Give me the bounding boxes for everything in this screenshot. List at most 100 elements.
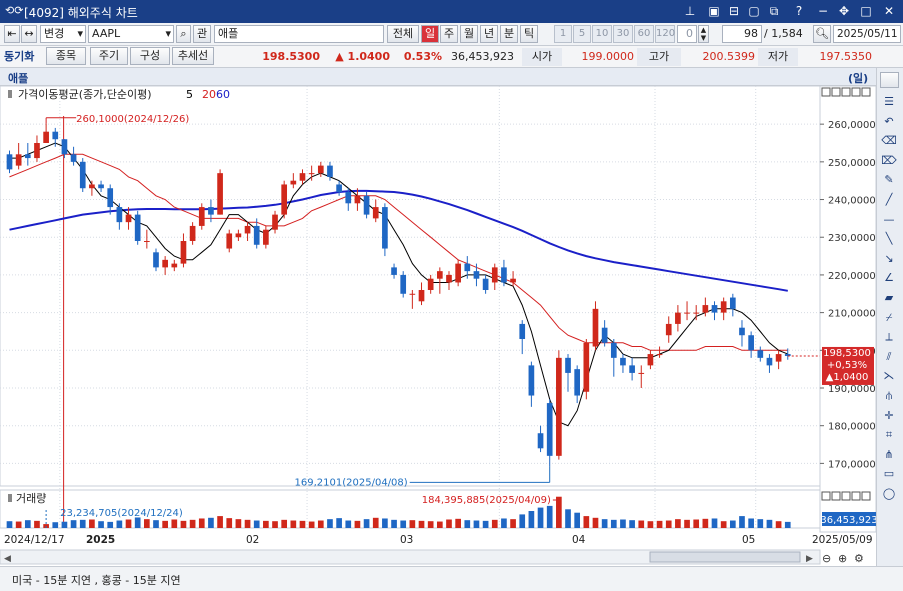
candle-body-50 <box>464 263 471 272</box>
volume-bar-55 <box>510 519 516 528</box>
volume-bar-14 <box>134 517 141 528</box>
volume-bar-58 <box>537 507 544 528</box>
trend-icon[interactable]: ⋋ <box>883 369 895 383</box>
minimize-icon[interactable]: − <box>817 4 829 18</box>
quote-tab-3[interactable]: 추세선 <box>172 47 214 65</box>
candle-body-54 <box>501 267 507 283</box>
volume-bar-68 <box>629 520 635 528</box>
count-input[interactable]: 98 <box>722 25 762 43</box>
x-label-1: 2025 <box>86 534 115 546</box>
panel-button-3 <box>851 87 861 97</box>
tab-period-5[interactable]: 틱 <box>520 25 538 43</box>
line-icon[interactable]: ╱ <box>885 193 893 206</box>
minute-button-0[interactable]: 1 <box>554 25 572 43</box>
volume-bar-73 <box>675 519 681 528</box>
search-icon[interactable]: ⌕ <box>176 25 191 43</box>
candle-body-65 <box>601 327 608 343</box>
candlestick-chart[interactable]: 260,0000 250,0000 240,0000 230,0000 220,0000… <box>0 85 882 566</box>
delay-notice: 미국 - 15분 지연 , 홍콩 - 15분 지연 <box>12 574 181 587</box>
range-icon[interactable]: ⟂ <box>885 330 893 344</box>
candle-body-68 <box>629 365 635 373</box>
help-icon[interactable]: ? <box>795 4 803 18</box>
date-input[interactable]: 2025/05/11 <box>833 25 901 43</box>
gann-icon[interactable]: ⌗ <box>885 428 893 442</box>
tab-period-2[interactable]: 월 <box>460 25 478 43</box>
channel-icon[interactable]: ⫽ <box>886 349 892 363</box>
window-1-icon[interactable]: ▢ <box>748 4 760 18</box>
arrow-line-icon[interactable]: ↘ <box>884 251 894 265</box>
minute-button-5[interactable]: 120 <box>655 25 675 43</box>
candle-body-12 <box>116 207 123 223</box>
undo-icon[interactable]: ↶ <box>884 114 894 128</box>
ruler-icon[interactable]: ▰ <box>884 291 894 304</box>
collapse-button[interactable] <box>880 72 899 88</box>
fib-icon[interactable]: ⌿ <box>885 310 893 324</box>
eraser-all-icon[interactable]: ⌫ <box>881 134 897 148</box>
minute-button-2[interactable]: 10 <box>592 25 612 43</box>
fan-icon[interactable]: ⋔ <box>884 447 894 461</box>
quote-tab-1[interactable]: 주기 <box>90 47 128 65</box>
tab-period-3[interactable]: 년 <box>480 25 498 43</box>
restore-icon[interactable]: ⧉ <box>769 4 779 18</box>
quote-tab-2[interactable]: 구성 <box>130 47 170 65</box>
vline-icon[interactable]: ╲ <box>885 232 893 246</box>
x-label-2: 02 <box>246 534 259 546</box>
volume-bar-61 <box>565 509 571 528</box>
hline-icon[interactable]: — <box>883 212 895 226</box>
cross-icon[interactable]: ✛ <box>884 408 894 422</box>
price-change: ▲ 1.0400 <box>335 50 390 63</box>
volume-bar-35 <box>327 519 333 528</box>
minute-button-4[interactable]: 60 <box>634 25 654 43</box>
volume-bar-31 <box>290 520 297 528</box>
tab-period-1[interactable]: 주 <box>440 25 458 43</box>
volume-bar-26 <box>244 519 251 528</box>
candle-body-36 <box>336 184 342 192</box>
legend-period-60: 60 <box>216 88 230 101</box>
lookup-icon[interactable]: 🔍︎ <box>813 25 831 43</box>
link-panel-icon[interactable]: ⊟ <box>728 4 740 18</box>
offset-input[interactable]: 0 <box>677 25 697 43</box>
box-icon[interactable]: ▭ <box>883 467 895 481</box>
candle-body-18 <box>171 263 178 268</box>
close-icon[interactable]: ✕ <box>883 4 895 18</box>
pencil-icon[interactable]: ✎ <box>884 173 894 187</box>
save-icon[interactable]: ▣ <box>708 4 720 18</box>
pitchfork-icon[interactable]: ⫛ <box>885 389 893 402</box>
eraser-icon[interactable]: ⌦ <box>881 153 897 167</box>
ticker-input[interactable]: AAPL ▾ <box>88 25 174 43</box>
relation-button[interactable]: 관 <box>193 25 211 43</box>
all-button[interactable]: 전체 <box>387 25 419 43</box>
zoom-out-icon: ⊖ <box>822 552 831 565</box>
move-icon[interactable]: ✥ <box>838 4 850 18</box>
minute-button-3[interactable]: 30 <box>613 25 633 43</box>
volume-bar-64 <box>592 517 599 528</box>
volume-bar-47 <box>436 521 443 528</box>
list-icon[interactable]: ☰ <box>884 95 894 108</box>
volume-bar-23 <box>217 516 223 528</box>
chevron-down-icon: ▾ <box>165 27 171 40</box>
ma20-line <box>9 153 788 351</box>
y-tick-label-9: 170,0000 <box>828 459 876 470</box>
prev-arrow-icon[interactable]: ↔ <box>21 25 37 43</box>
split-icon[interactable]: ⊥ <box>684 4 696 18</box>
tab-period-0[interactable]: 일 <box>421 25 439 43</box>
volume-bar-0 <box>6 521 13 528</box>
volume-bar-70 <box>647 521 654 528</box>
ellipse-icon[interactable]: ◯ <box>882 487 896 500</box>
maximize-icon[interactable]: □ <box>860 4 872 18</box>
minute-button-1[interactable]: 5 <box>573 25 591 43</box>
spin-icon[interactable]: ▲ ▼ <box>698 25 709 43</box>
mode-select[interactable]: 변경 ▾ <box>40 25 86 43</box>
first-icon[interactable]: ⇤ <box>4 25 20 43</box>
volume-bar-84 <box>775 521 782 528</box>
quote-tab-0[interactable]: 종목 <box>46 47 86 65</box>
candle-body-49 <box>455 263 461 283</box>
legend-title: 가격이동평균(종가,단순이평) <box>18 88 152 101</box>
candle-body-69 <box>638 372 645 374</box>
legend-period-20: 20 <box>202 88 216 101</box>
candle-body-15 <box>143 241 150 242</box>
tab-period-4[interactable]: 분 <box>500 25 518 43</box>
candle-body-46 <box>427 278 434 290</box>
angle-icon[interactable]: ∠ <box>884 271 894 285</box>
chart-area[interactable]: 260,0000 250,0000 240,0000 230,0000 220,0000… <box>0 85 882 566</box>
